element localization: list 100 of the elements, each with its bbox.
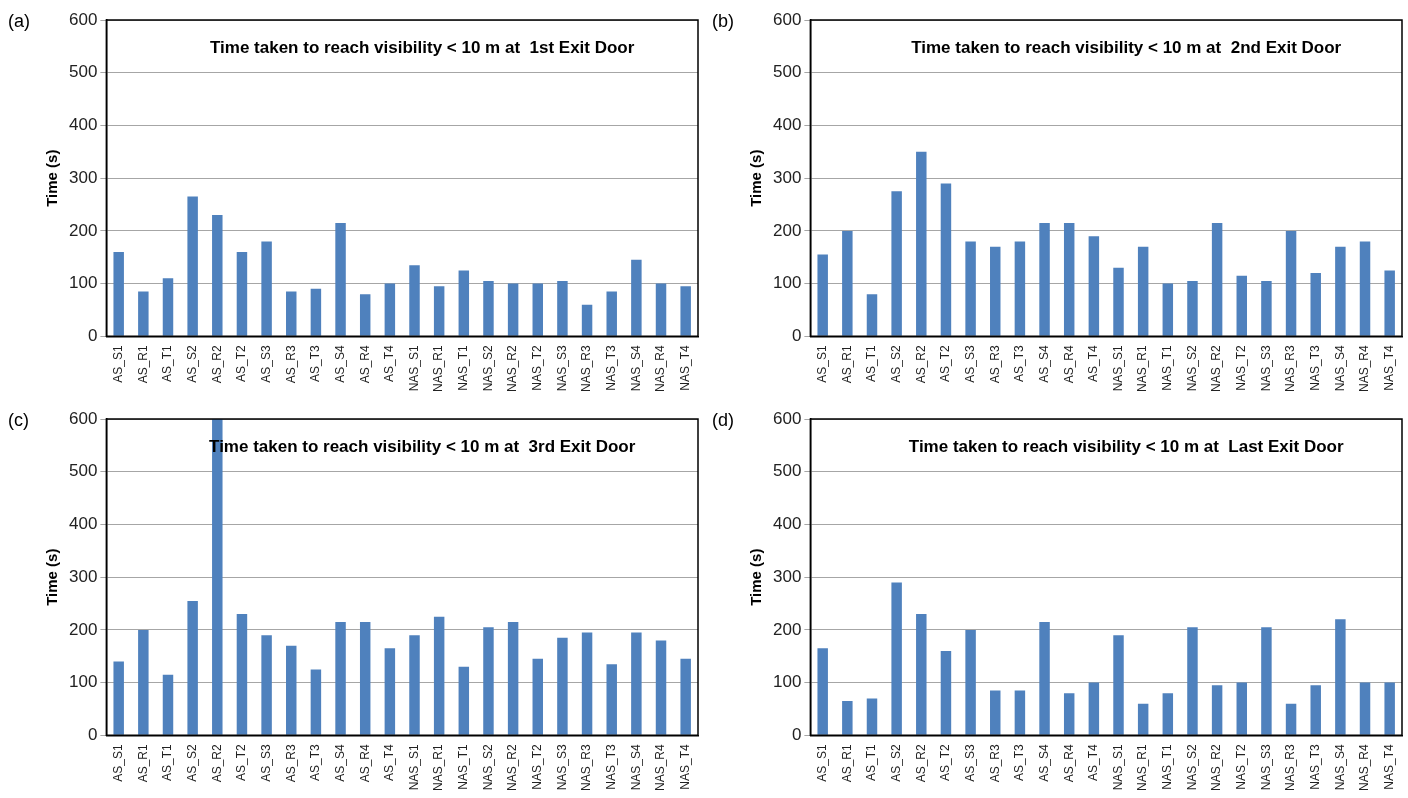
text: Time taken to reach visibility < 10 m at 2nd Exit Door — [911, 37, 1342, 57]
bar — [236, 251, 248, 336]
x-tick-label: AS_S2 — [184, 743, 199, 782]
x-tick-label: AS_S4 — [1036, 743, 1051, 782]
bar — [1384, 682, 1395, 735]
y-tick-label: 100 — [68, 672, 98, 692]
y-tick-label: 600 — [772, 9, 802, 29]
x-tick-label: AS_T3 — [308, 344, 323, 382]
x-tick-label: AS_R2 — [913, 744, 928, 783]
x-tick-label: AS_R3 — [987, 345, 1002, 384]
y-tick-label: 400 — [68, 514, 98, 534]
x-tick-label: NAS_T4 — [1381, 344, 1396, 391]
bar — [1162, 693, 1174, 735]
bar — [1211, 222, 1223, 336]
bar — [187, 196, 198, 336]
y-tick-label: 0 — [87, 725, 98, 744]
y-tick-label: 500 — [68, 461, 98, 481]
x-tick-label: AS_R4 — [1061, 345, 1076, 384]
bar — [965, 241, 976, 336]
x-tick-label: NAS_R2 — [505, 743, 520, 791]
bar — [138, 629, 149, 735]
x-tick-label: AS_R2 — [209, 345, 224, 384]
x-tick-label: NAS_R4 — [1357, 344, 1372, 392]
x-tick-label: NAS_S4 — [628, 743, 643, 791]
x-tick-label: NAS_S3 — [1258, 344, 1273, 392]
text: (a) — [8, 10, 30, 31]
bar — [581, 304, 593, 336]
bar — [817, 254, 828, 336]
y-tick-label: 400 — [68, 115, 98, 135]
text: (c) — [8, 409, 29, 430]
x-tick-label: AS_R3 — [283, 345, 298, 384]
x-tick-label: AS_S2 — [184, 344, 199, 383]
x-tick-label: AS_T4 — [382, 344, 397, 382]
bar — [581, 632, 593, 735]
bar — [212, 215, 223, 336]
y-axis-title: Time (s) — [43, 149, 61, 207]
y-tick-label: 200 — [772, 619, 802, 639]
x-tick-label: NAS_R4 — [653, 344, 668, 392]
bar — [631, 632, 642, 735]
x-tick-label: AS_T3 — [308, 743, 323, 781]
x-tick-label: AS_R2 — [913, 345, 928, 384]
x-tick-label: AS_R1 — [135, 345, 150, 384]
bar — [940, 183, 952, 336]
bar — [1113, 635, 1124, 735]
y-tick-label: 400 — [772, 514, 802, 534]
bar — [557, 280, 568, 336]
x-tick-label: NAS_R1 — [431, 344, 446, 392]
bar — [409, 635, 420, 735]
bar — [236, 614, 248, 735]
x-tick-label: AS_T2 — [938, 743, 953, 781]
x-tick-label: NAS_R3 — [579, 344, 594, 392]
bar — [458, 666, 470, 735]
x-tick-label: AS_S4 — [1036, 344, 1051, 383]
x-tick-label: AS_S2 — [888, 743, 903, 782]
bar — [1137, 703, 1149, 735]
text: Time taken to reach visibility < 10 m at Last Exit Door — [908, 436, 1344, 456]
y-tick-label: 0 — [87, 326, 98, 345]
x-tick-label: NAS_S1 — [1110, 344, 1125, 392]
bar — [1285, 703, 1297, 735]
y-tick-label: 100 — [772, 672, 802, 692]
bar — [261, 241, 272, 336]
y-tick-label: 300 — [772, 167, 802, 187]
bar — [286, 291, 297, 336]
x-tick-label: AS_R3 — [987, 744, 1002, 783]
y-tick-label: 500 — [772, 461, 802, 481]
bar — [606, 291, 617, 336]
x-tick-label: NAS_S1 — [406, 344, 421, 392]
x-tick-label: NAS_R2 — [1209, 344, 1224, 392]
bar — [1063, 693, 1075, 735]
x-tick-label: NAS_T4 — [677, 344, 692, 391]
x-tick-label: NAS_S2 — [480, 344, 495, 392]
x-tick-label: AS_S2 — [888, 344, 903, 383]
y-tick-label: 500 — [772, 62, 802, 82]
bar — [866, 698, 878, 735]
bar — [817, 648, 828, 735]
bar — [680, 286, 691, 336]
bar — [1261, 280, 1272, 336]
bar — [842, 230, 853, 336]
x-tick-label: NAS_S1 — [406, 743, 421, 791]
x-tick-label: AS_S3 — [962, 743, 977, 782]
x-tick-label: NAS_T4 — [1381, 743, 1396, 790]
bar — [1137, 246, 1149, 336]
x-tick-label: AS_T2 — [938, 344, 953, 382]
bar — [507, 283, 519, 336]
bar — [891, 191, 902, 336]
x-tick-label: NAS_R4 — [653, 743, 668, 791]
x-tick-label: AS_R1 — [839, 744, 854, 783]
x-tick-label: AS_R1 — [135, 744, 150, 783]
x-tick-label: NAS_S1 — [1110, 743, 1125, 791]
bar — [1335, 619, 1346, 735]
x-tick-label: NAS_T1 — [1160, 743, 1175, 790]
bar — [1187, 627, 1198, 735]
bar — [1039, 621, 1050, 735]
x-tick-label: AS_S1 — [111, 743, 125, 782]
x-tick-label: NAS_T3 — [1308, 743, 1323, 790]
bar — [335, 621, 346, 735]
bar — [507, 621, 519, 735]
x-tick-label: NAS_R3 — [579, 743, 594, 791]
bar — [842, 701, 853, 735]
x-tick-label: NAS_R2 — [1209, 743, 1224, 791]
